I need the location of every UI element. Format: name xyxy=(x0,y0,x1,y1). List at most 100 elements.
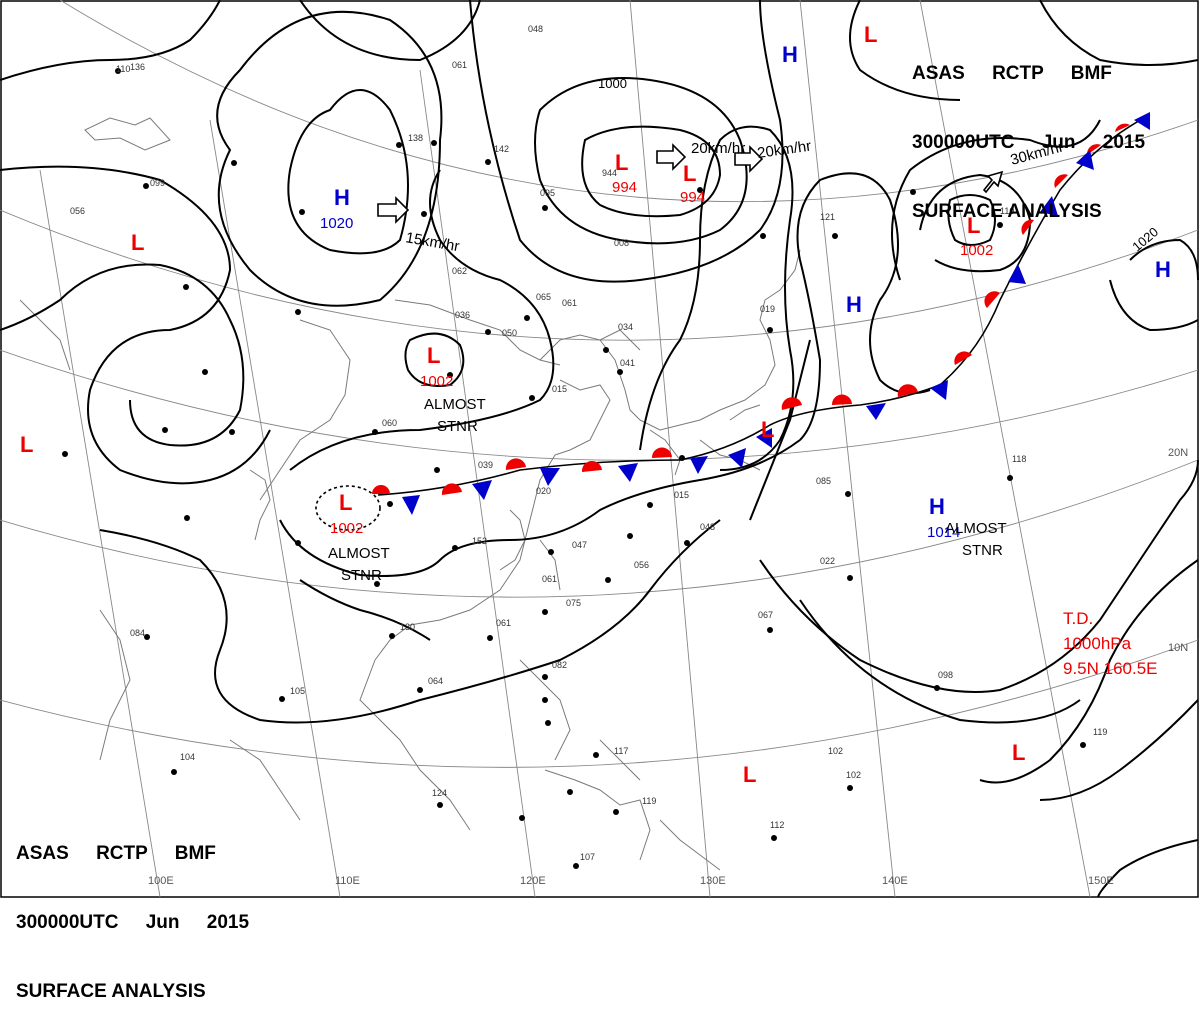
station-number: 019 xyxy=(760,304,775,314)
tropical-depression: T.D. 1000hPa 9.5N 160.5E xyxy=(1063,609,1158,678)
low-center: L xyxy=(683,161,696,186)
station-number: 117 xyxy=(614,746,628,756)
isobar-label: 1000 xyxy=(598,76,627,91)
station-number: 020 xyxy=(536,486,551,496)
station-plots xyxy=(62,68,1086,869)
graticule-labels: 100E 110E 120E 130E 140E 150E 20N 10N xyxy=(148,447,1188,887)
longitude-label: 130E xyxy=(700,875,726,887)
station-number: 064 xyxy=(428,676,443,686)
station-number: 061 xyxy=(496,618,511,628)
station-number: 041 xyxy=(620,358,635,368)
low-center: L xyxy=(615,150,628,175)
isobars xyxy=(0,0,1199,898)
station-number: 142 xyxy=(494,144,509,154)
longitude-label: 100E xyxy=(148,875,174,887)
high-center: H xyxy=(334,185,350,210)
station-number: 105 xyxy=(290,686,305,696)
station-number: 047 xyxy=(572,540,587,550)
station-number: 015 xyxy=(552,384,567,394)
station-number: 022 xyxy=(820,556,835,566)
station-number: 085 xyxy=(816,476,831,486)
station-number: 119 xyxy=(642,796,656,806)
low-center: L xyxy=(864,22,877,47)
station-number: 034 xyxy=(618,322,633,332)
station-number: 118 xyxy=(1012,454,1026,464)
center-value: 994 xyxy=(680,189,705,206)
station-number: 112 xyxy=(770,820,784,830)
movement-arrows xyxy=(377,143,1004,224)
pressure-values: 1020 994 994 1002 1002 1002 1014 xyxy=(320,179,993,541)
station-number: 098 xyxy=(938,670,953,680)
low-center: L xyxy=(20,432,33,457)
low-center: L xyxy=(427,343,440,368)
station-number: 039 xyxy=(478,460,493,470)
td-location: 9.5N 160.5E xyxy=(1063,659,1158,678)
header-line2: 300000UTC Jun 2015 xyxy=(16,912,250,933)
stnr-label: STNR xyxy=(437,418,478,435)
station-number: 107 xyxy=(580,852,595,862)
station-number: 067 xyxy=(758,610,773,620)
longitude-label: 110E xyxy=(335,875,360,887)
almost-label: ALMOST xyxy=(328,545,390,562)
station-number: 110 xyxy=(116,64,130,74)
low-center: L xyxy=(1012,740,1025,765)
station-number: 136 xyxy=(130,62,145,72)
header-top: ASAS RCTP BMF 300000UTC Jun 2015 SURFACE… xyxy=(912,16,1145,246)
weather-map: H L L L L L L L H H H H L L L L 1020 994… xyxy=(0,0,1200,899)
stnr-label: STNR xyxy=(962,542,1003,559)
station-number: 048 xyxy=(700,522,715,532)
station-number: 050 xyxy=(502,328,517,338)
almost-label: ALMOST xyxy=(945,520,1007,537)
station-number: 061 xyxy=(542,574,557,584)
station-number: 056 xyxy=(70,206,85,216)
station-number: 124 xyxy=(432,788,447,798)
station-number: 082 xyxy=(552,660,567,670)
station-number: 075 xyxy=(566,598,581,608)
header-line1: ASAS RCTP BMF xyxy=(912,63,1112,84)
high-center: H xyxy=(929,494,945,519)
station-number: 061 xyxy=(562,298,577,308)
dotted-isobar xyxy=(315,485,381,531)
station-number: 102 xyxy=(828,746,843,756)
station-number: 119 xyxy=(1093,727,1107,737)
td-title: T.D. xyxy=(1063,609,1093,628)
latitude-label: 10N xyxy=(1168,642,1188,654)
station-number: 102 xyxy=(846,770,861,780)
center-value: 1002 xyxy=(330,520,363,537)
stnr-label: STNR xyxy=(341,567,382,584)
station-number: 036 xyxy=(455,310,470,320)
header-line2: 300000UTC Jun 2015 xyxy=(912,132,1146,153)
center-value: 1002 xyxy=(420,373,453,390)
station-number: 130 xyxy=(400,622,415,632)
station-number: 099 xyxy=(150,178,165,188)
station-number: 061 xyxy=(452,60,467,70)
station-number: 152 xyxy=(472,536,487,546)
station-number: 060 xyxy=(382,418,397,428)
station-number: 138 xyxy=(408,133,423,143)
stationary-labels: ALMOST STNR ALMOST STNR ALMOST STNR xyxy=(328,396,1007,584)
station-number: 065 xyxy=(536,292,551,302)
header-line3: SURFACE ANALYSIS xyxy=(16,981,206,1002)
almost-label: ALMOST xyxy=(424,396,486,413)
center-value: 1014 xyxy=(927,524,960,541)
low-center: L xyxy=(131,230,144,255)
station-number: 121 xyxy=(820,212,835,222)
center-value: 1002 xyxy=(960,242,993,259)
pressure-centers: H L L L L L L L H H H H L L L L xyxy=(20,22,1171,787)
coastlines xyxy=(19,117,801,871)
header-line1: ASAS RCTP BMF xyxy=(16,843,216,864)
station-number: 095 xyxy=(540,188,555,198)
center-value: 994 xyxy=(612,179,637,196)
low-center: L xyxy=(743,762,756,787)
station-number: 944 xyxy=(602,168,617,178)
movement-label: 20km/hr xyxy=(691,140,745,157)
station-number: 015 xyxy=(674,490,689,500)
station-number: 048 xyxy=(528,24,543,34)
header-bottom: ASAS RCTP BMF 300000UTC Jun 2015 SURFACE… xyxy=(16,796,249,1026)
stationary-front xyxy=(372,112,1151,515)
center-value: 1020 xyxy=(320,215,353,232)
td-pressure: 1000hPa xyxy=(1063,634,1132,653)
low-center: L xyxy=(967,213,980,238)
station-number: 062 xyxy=(452,266,467,276)
station-number: 104 xyxy=(180,752,195,762)
